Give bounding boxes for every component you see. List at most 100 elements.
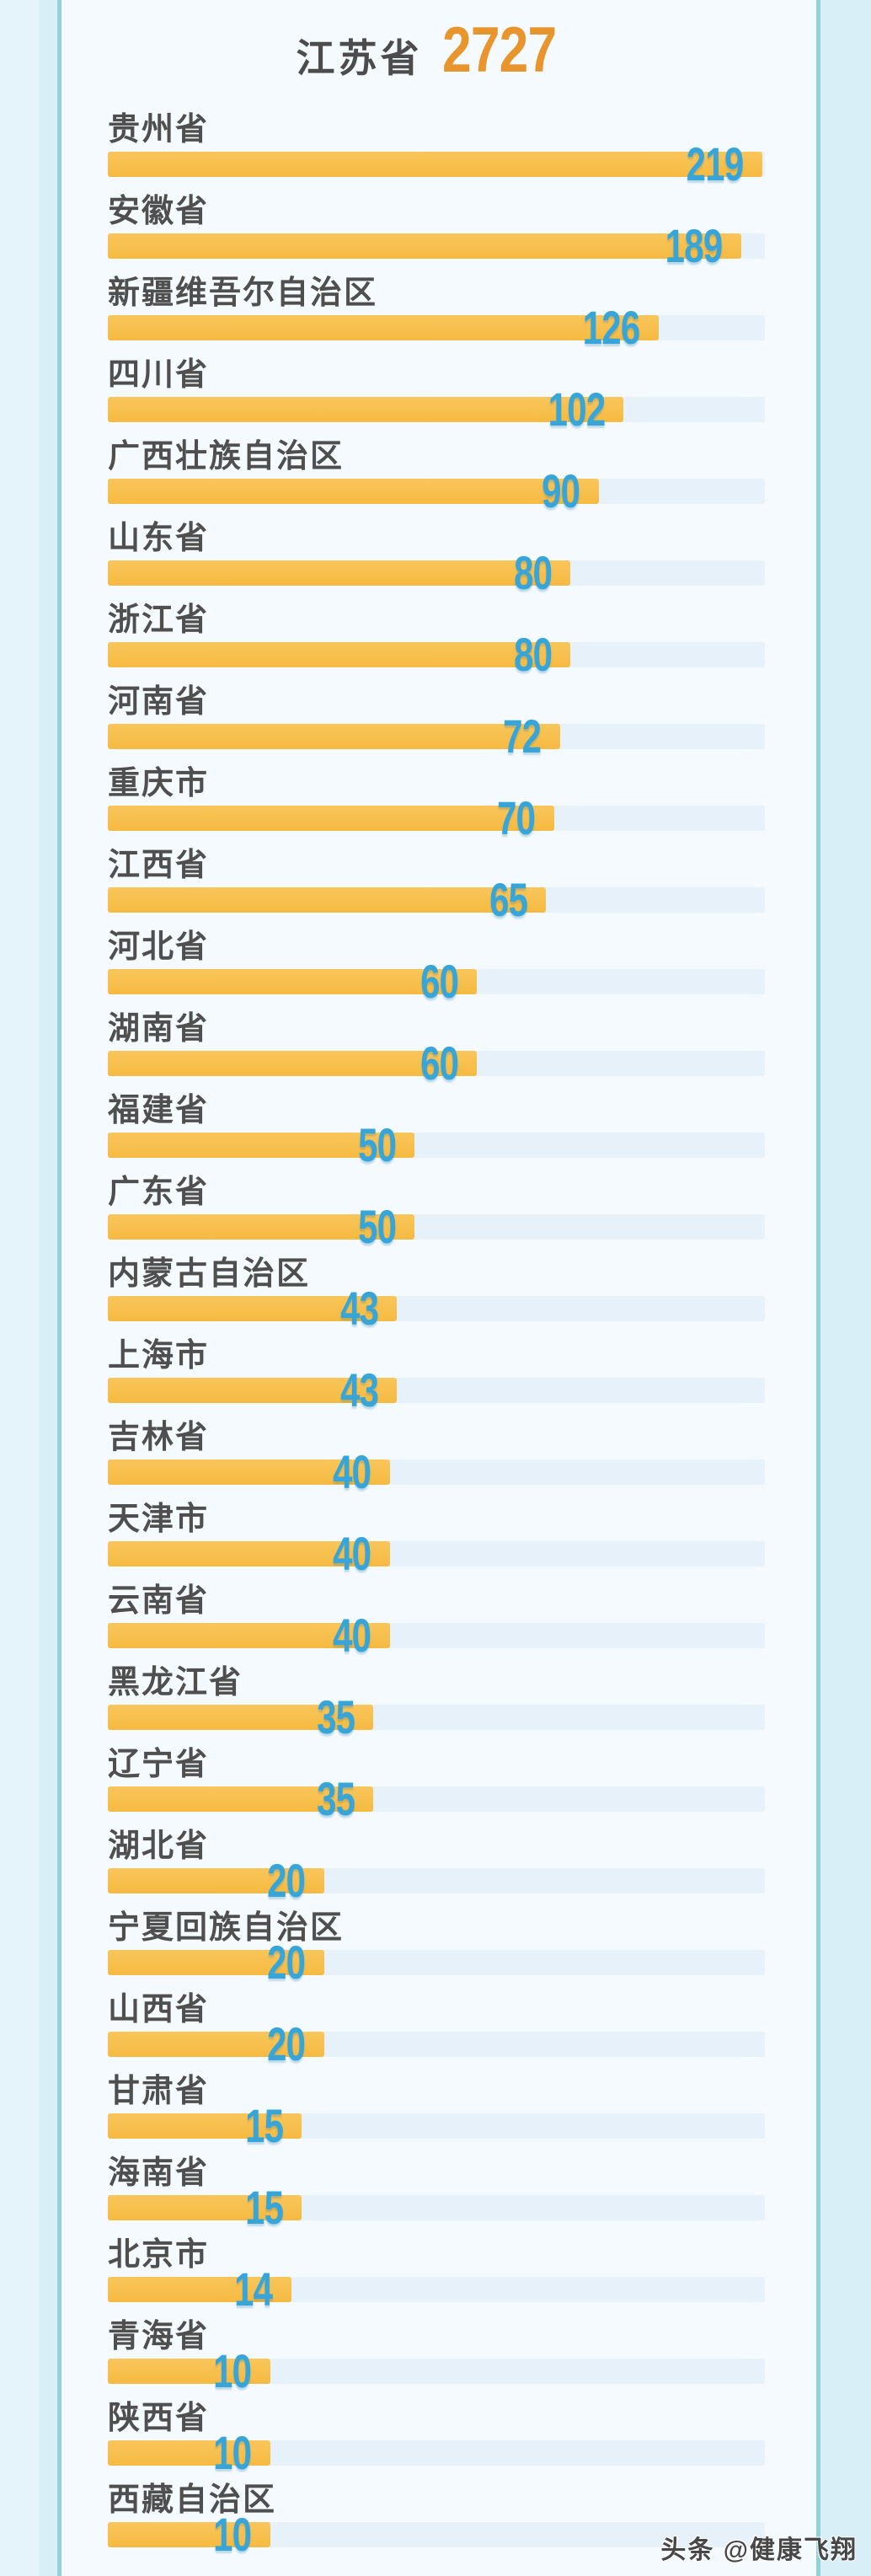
bar-value-label: 20 [267, 1936, 306, 1989]
bar-row: 辽宁省 35 [108, 1745, 765, 1823]
bar-fill: 72 [108, 713, 560, 760]
bar-row: 江西省 65 [108, 846, 765, 924]
province-label: 天津市 [108, 1502, 210, 1537]
bar-track: 40 [108, 1612, 765, 1659]
province-label: 贵州省 [108, 112, 210, 147]
province-label: 甘肃省 [108, 2074, 210, 2109]
bar-fill: 20 [108, 2021, 324, 2068]
bar-track: 80 [108, 631, 765, 678]
bar-row: 湖北省 20 [108, 1827, 765, 1904]
bar-row: 海南省 15 [108, 2154, 765, 2231]
bar-value-label: 10 [213, 2426, 252, 2479]
bar-fill: 60 [108, 958, 478, 1005]
bar-track: 14 [108, 2266, 765, 2313]
province-label: 内蒙古自治区 [108, 1256, 311, 1292]
bar-track: 43 [108, 1367, 765, 1414]
bar-fill: 20 [108, 1939, 324, 1986]
bar-value-label: 126 [582, 301, 641, 354]
province-label: 福建省 [108, 1093, 210, 1128]
bar-row: 甘肃省 15 [108, 2072, 765, 2150]
bar-track: 50 [108, 1122, 765, 1169]
bar-row: 湖南省 60 [108, 1010, 765, 1087]
bar-value-label: 15 [244, 2181, 284, 2234]
bar-track: 40 [108, 1530, 765, 1577]
bar-track: 50 [108, 1203, 765, 1251]
bar-track: 102 [108, 386, 765, 433]
bar-row: 广西壮族自治区 90 [108, 437, 765, 515]
province-label: 北京市 [108, 2237, 210, 2273]
province-label: 湖南省 [108, 1011, 210, 1047]
bar-track: 70 [108, 795, 765, 842]
bar-row: 宁夏回族自治区 20 [108, 1909, 765, 1986]
bar-track: 90 [108, 468, 765, 515]
watermark: 头条 @健康飞翔 [660, 2536, 858, 2564]
bar-value-label: 20 [267, 2017, 306, 2070]
bar-fill: 102 [108, 386, 624, 433]
bar-value-label: 50 [358, 1118, 397, 1171]
bar-value-label: 35 [316, 1772, 355, 1825]
bar-track: 219 [108, 141, 765, 188]
bar-row: 四川省 102 [108, 356, 765, 433]
bar-row: 福建省 50 [108, 1091, 765, 1169]
province-label: 吉林省 [108, 1420, 210, 1455]
bar-fill: 80 [108, 631, 571, 678]
bar-row: 新疆维吾尔自治区 126 [108, 274, 765, 351]
bar-value-label: 70 [497, 791, 536, 844]
bar-track: 20 [108, 2021, 765, 2068]
bar-row: 陕西省 10 [108, 2399, 765, 2477]
bar-fill: 70 [108, 795, 554, 842]
bar-value-label: 60 [420, 1036, 459, 1090]
bar-row: 黑龙江省 35 [108, 1663, 765, 1741]
bar-row: 河南省 72 [108, 683, 765, 760]
bar-value-label: 80 [513, 546, 553, 599]
bar-value-label: 72 [503, 710, 542, 763]
bar-fill: 20 [108, 1857, 324, 1904]
bar-fill: 40 [108, 1449, 390, 1496]
province-label: 宁夏回族自治区 [108, 1910, 345, 1946]
province-label: 河北省 [108, 929, 210, 965]
bar-value-label: 40 [333, 1527, 371, 1580]
bar-value-label: 35 [316, 1690, 355, 1743]
bar-row: 安徽省 189 [108, 192, 765, 270]
bar-fill: 40 [108, 1530, 390, 1577]
bar-track: 126 [108, 304, 765, 351]
bar-track: 10 [108, 2429, 765, 2477]
bar-track: 65 [108, 876, 765, 924]
bar-row: 青海省 10 [108, 2317, 765, 2395]
bar-value-label: 50 [358, 1200, 397, 1253]
bar-value-label: 43 [339, 1282, 379, 1335]
card-right-border [816, 0, 820, 2576]
bar-track: 60 [108, 1040, 765, 1087]
province-label: 四川省 [108, 357, 210, 393]
title-province-name: 江苏省 [296, 36, 423, 80]
province-label: 浙江省 [108, 602, 210, 638]
bar-fill: 189 [108, 222, 741, 270]
bar-fill: 10 [108, 2511, 270, 2558]
bar-value-label: 43 [339, 1363, 379, 1417]
bar-value-label: 90 [542, 464, 580, 517]
province-label: 辽宁省 [108, 1747, 210, 1782]
bar-track: 10 [108, 2348, 765, 2395]
bar-fill: 219 [108, 141, 762, 188]
province-label: 陕西省 [108, 2401, 210, 2436]
province-label: 山西省 [108, 1992, 210, 2027]
bar-fill: 14 [108, 2266, 291, 2313]
province-label: 江西省 [108, 848, 210, 883]
bar-row: 北京市 14 [108, 2236, 765, 2313]
bar-row: 重庆市 70 [108, 764, 765, 842]
bar-value-label: 40 [333, 1609, 371, 1662]
bar-track: 35 [108, 1694, 765, 1741]
bar-fill: 126 [108, 304, 659, 351]
bar-fill: 43 [108, 1367, 398, 1414]
province-label: 湖北省 [108, 1829, 210, 1864]
bar-value-label: 15 [244, 2099, 284, 2152]
bar-value-label: 10 [213, 2508, 252, 2561]
bar-row: 天津市 40 [108, 1500, 765, 1577]
province-label: 西藏自治区 [108, 2482, 277, 2518]
bar-fill: 50 [108, 1203, 415, 1251]
bar-fill: 10 [108, 2348, 270, 2395]
bar-fill: 40 [108, 1612, 390, 1659]
bar-fill: 35 [108, 1694, 374, 1741]
bar-row: 吉林省 40 [108, 1418, 765, 1496]
